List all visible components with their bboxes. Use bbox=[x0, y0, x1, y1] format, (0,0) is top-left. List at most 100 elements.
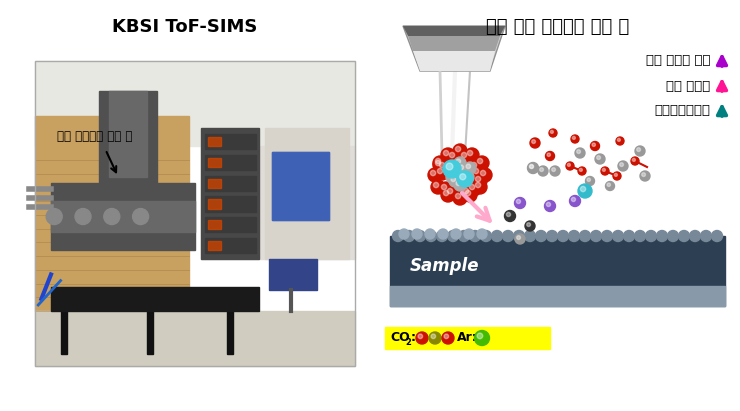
Circle shape bbox=[448, 188, 453, 194]
Circle shape bbox=[431, 171, 436, 175]
Circle shape bbox=[392, 231, 403, 242]
Circle shape bbox=[455, 146, 461, 152]
Circle shape bbox=[399, 229, 409, 239]
Circle shape bbox=[532, 140, 536, 143]
Bar bbox=[208, 137, 221, 146]
Circle shape bbox=[527, 223, 531, 226]
Circle shape bbox=[601, 167, 609, 175]
Circle shape bbox=[614, 173, 617, 176]
Circle shape bbox=[585, 176, 594, 185]
Circle shape bbox=[433, 158, 447, 172]
Circle shape bbox=[473, 180, 487, 194]
Circle shape bbox=[429, 332, 441, 344]
Circle shape bbox=[579, 169, 582, 171]
Circle shape bbox=[460, 174, 465, 180]
Circle shape bbox=[690, 231, 701, 242]
Text: 기체 클러스터 이온 빔: 기체 클러스터 이온 빔 bbox=[57, 130, 132, 143]
Bar bbox=[272, 152, 329, 219]
Circle shape bbox=[414, 231, 425, 242]
Circle shape bbox=[416, 332, 428, 344]
Circle shape bbox=[539, 168, 543, 171]
Circle shape bbox=[441, 148, 455, 162]
Circle shape bbox=[591, 141, 599, 150]
Circle shape bbox=[446, 171, 458, 183]
Circle shape bbox=[462, 171, 474, 183]
Circle shape bbox=[435, 158, 441, 164]
Circle shape bbox=[475, 176, 481, 182]
Bar bbox=[51, 201, 195, 232]
Circle shape bbox=[441, 188, 455, 202]
Circle shape bbox=[471, 166, 485, 180]
Bar bbox=[208, 179, 221, 188]
Circle shape bbox=[439, 182, 453, 196]
Circle shape bbox=[596, 156, 600, 159]
Circle shape bbox=[571, 197, 576, 201]
Circle shape bbox=[502, 231, 514, 242]
Circle shape bbox=[619, 163, 624, 166]
Circle shape bbox=[468, 150, 473, 156]
Circle shape bbox=[459, 165, 463, 170]
Circle shape bbox=[425, 229, 435, 239]
Bar bbox=[204, 238, 256, 253]
Polygon shape bbox=[408, 36, 500, 51]
Text: :: : bbox=[411, 330, 416, 344]
Bar bbox=[390, 236, 725, 306]
Circle shape bbox=[571, 135, 579, 143]
Circle shape bbox=[464, 229, 474, 239]
Circle shape bbox=[595, 154, 605, 164]
Circle shape bbox=[592, 143, 596, 146]
Circle shape bbox=[447, 150, 461, 164]
Circle shape bbox=[466, 164, 471, 169]
Circle shape bbox=[636, 148, 641, 152]
Circle shape bbox=[461, 152, 467, 158]
Circle shape bbox=[428, 168, 442, 182]
Circle shape bbox=[75, 208, 91, 224]
Circle shape bbox=[545, 152, 554, 161]
Circle shape bbox=[456, 181, 460, 186]
Circle shape bbox=[480, 231, 491, 242]
Circle shape bbox=[547, 231, 557, 242]
Bar bbox=[201, 128, 259, 259]
Bar bbox=[204, 196, 256, 212]
Circle shape bbox=[545, 201, 556, 212]
Bar bbox=[266, 128, 349, 259]
Circle shape bbox=[456, 159, 460, 164]
Bar bbox=[201, 146, 355, 259]
Circle shape bbox=[435, 160, 441, 166]
Circle shape bbox=[546, 202, 551, 207]
Circle shape bbox=[441, 185, 447, 190]
Circle shape bbox=[443, 150, 448, 156]
Circle shape bbox=[557, 231, 568, 242]
Circle shape bbox=[575, 148, 585, 158]
Circle shape bbox=[624, 231, 634, 242]
Circle shape bbox=[570, 196, 580, 206]
Text: 질량 분석기 감도: 질량 분석기 감도 bbox=[645, 55, 710, 67]
Bar bbox=[204, 134, 256, 150]
Circle shape bbox=[506, 212, 511, 217]
Circle shape bbox=[578, 184, 592, 198]
Bar bbox=[204, 155, 256, 170]
Bar bbox=[227, 311, 233, 354]
Bar bbox=[390, 286, 725, 306]
Polygon shape bbox=[403, 26, 505, 36]
Circle shape bbox=[461, 186, 475, 200]
Circle shape bbox=[616, 137, 624, 145]
Circle shape bbox=[444, 162, 456, 174]
Bar bbox=[99, 92, 157, 183]
Circle shape bbox=[701, 231, 711, 242]
Circle shape bbox=[449, 152, 454, 158]
Circle shape bbox=[477, 158, 482, 164]
Circle shape bbox=[613, 231, 624, 242]
Circle shape bbox=[412, 229, 422, 239]
Circle shape bbox=[442, 332, 454, 344]
Circle shape bbox=[465, 148, 479, 162]
Circle shape bbox=[469, 231, 480, 242]
Circle shape bbox=[525, 221, 535, 231]
Circle shape bbox=[617, 139, 620, 141]
Circle shape bbox=[607, 183, 610, 187]
Polygon shape bbox=[413, 51, 495, 71]
Circle shape bbox=[463, 188, 468, 194]
Circle shape bbox=[525, 231, 536, 242]
Text: 혼합 기체 클러스터 이온 빔: 혼합 기체 클러스터 이온 빔 bbox=[486, 18, 629, 36]
Circle shape bbox=[530, 138, 540, 148]
